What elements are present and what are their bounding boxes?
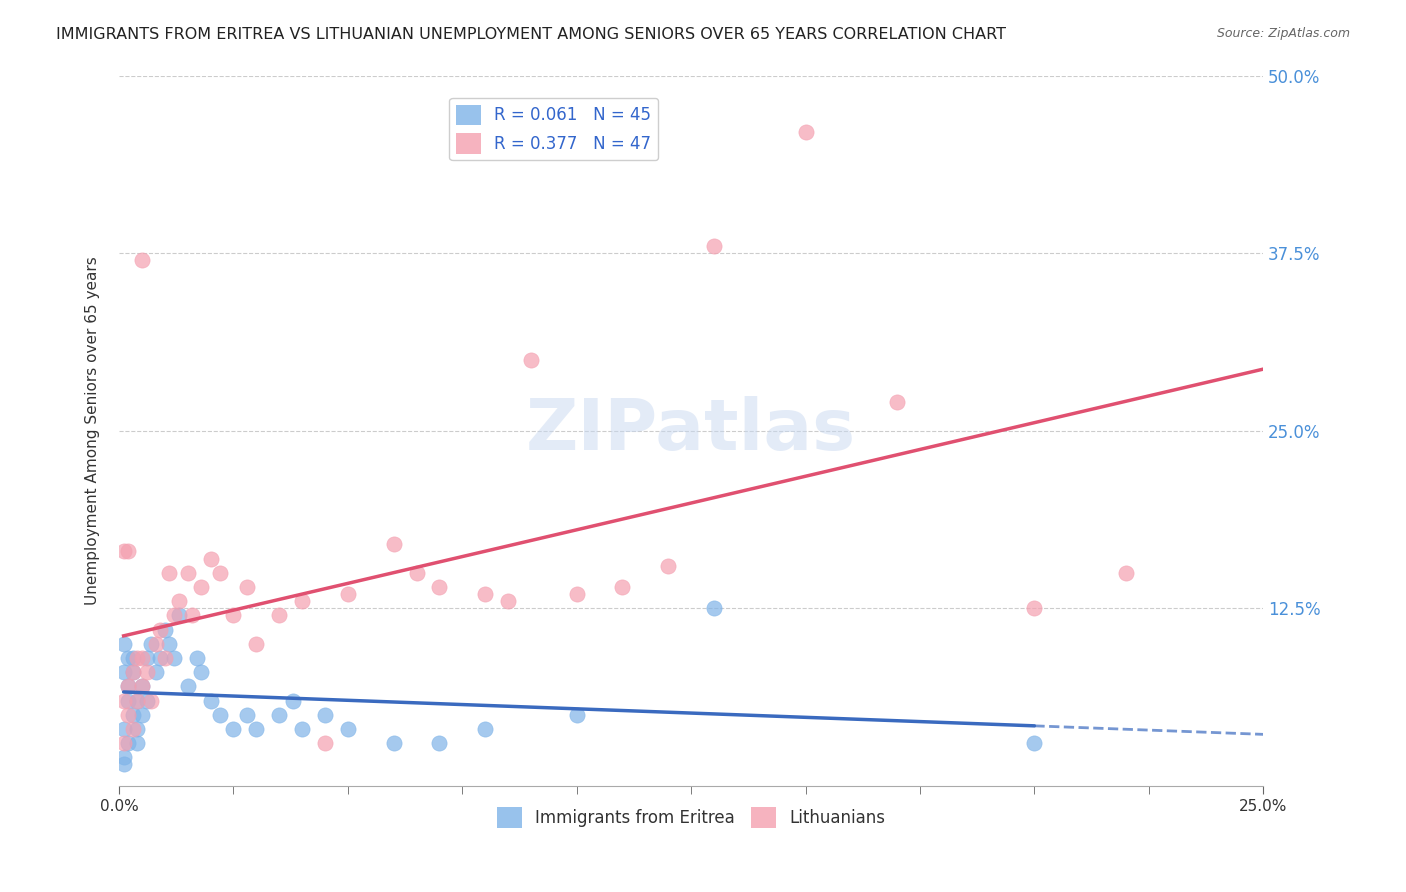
Point: [520, 352, 543, 367]
Point: [181, 608, 204, 623]
Point: [163, 608, 186, 623]
Legend: Immigrants from Eritrea, Lithuanians: Immigrants from Eritrea, Lithuanians: [489, 801, 893, 834]
Point: [131, 679, 153, 693]
Point: [382, 537, 405, 551]
Point: [565, 707, 588, 722]
Point: [657, 558, 679, 573]
Point: [153, 623, 176, 637]
Point: [1024, 601, 1046, 615]
Point: [127, 693, 149, 707]
Point: [131, 707, 153, 722]
Point: [157, 566, 180, 580]
Point: [112, 722, 135, 736]
Point: [121, 707, 143, 722]
Point: [127, 722, 149, 736]
Point: [222, 608, 245, 623]
Point: [176, 679, 198, 693]
Point: [190, 665, 212, 680]
Point: [117, 736, 139, 750]
Point: [405, 566, 427, 580]
Point: [135, 665, 157, 680]
Point: [117, 693, 139, 707]
Point: [336, 722, 359, 736]
Point: [127, 651, 149, 665]
Point: [200, 551, 222, 566]
Point: [703, 601, 725, 615]
Point: [269, 707, 291, 722]
Point: [474, 587, 496, 601]
Point: [121, 665, 143, 680]
Point: [121, 665, 143, 680]
Point: [429, 736, 451, 750]
Point: [112, 750, 135, 764]
Text: Source: ZipAtlas.com: Source: ZipAtlas.com: [1216, 27, 1350, 40]
Point: [496, 594, 519, 608]
Point: [127, 736, 149, 750]
Point: [886, 395, 908, 409]
Point: [145, 665, 167, 680]
Point: [236, 707, 259, 722]
Point: [149, 623, 172, 637]
Point: [139, 637, 162, 651]
Point: [112, 736, 135, 750]
Point: [135, 693, 157, 707]
Point: [200, 693, 222, 707]
Point: [117, 651, 139, 665]
Point: [145, 637, 167, 651]
Point: [139, 693, 162, 707]
Point: [474, 722, 496, 736]
Point: [112, 637, 135, 651]
Point: [167, 594, 190, 608]
Point: [612, 580, 634, 594]
Point: [153, 651, 176, 665]
Point: [117, 707, 139, 722]
Point: [429, 580, 451, 594]
Point: [208, 566, 231, 580]
Point: [281, 693, 304, 707]
Point: [703, 239, 725, 253]
Point: [131, 679, 153, 693]
Point: [565, 587, 588, 601]
Point: [382, 736, 405, 750]
Point: [186, 651, 208, 665]
Point: [121, 722, 143, 736]
Point: [167, 608, 190, 623]
Point: [117, 679, 139, 693]
Point: [176, 566, 198, 580]
Point: [794, 125, 817, 139]
Point: [314, 736, 336, 750]
Point: [112, 544, 135, 558]
Point: [291, 722, 314, 736]
Point: [117, 679, 139, 693]
Point: [112, 757, 135, 772]
Point: [112, 693, 135, 707]
Point: [117, 544, 139, 558]
Y-axis label: Unemployment Among Seniors over 65 years: Unemployment Among Seniors over 65 years: [86, 256, 100, 605]
Point: [135, 651, 157, 665]
Point: [236, 580, 259, 594]
Point: [131, 651, 153, 665]
Point: [336, 587, 359, 601]
Text: ZIPatlas: ZIPatlas: [526, 396, 856, 465]
Point: [314, 707, 336, 722]
Point: [112, 665, 135, 680]
Point: [1115, 566, 1137, 580]
Point: [127, 693, 149, 707]
Point: [245, 722, 267, 736]
Point: [222, 722, 245, 736]
Point: [121, 651, 143, 665]
Text: IMMIGRANTS FROM ERITREA VS LITHUANIAN UNEMPLOYMENT AMONG SENIORS OVER 65 YEARS C: IMMIGRANTS FROM ERITREA VS LITHUANIAN UN…: [56, 27, 1007, 42]
Point: [291, 594, 314, 608]
Point: [149, 651, 172, 665]
Point: [190, 580, 212, 594]
Point: [245, 637, 267, 651]
Point: [1024, 736, 1046, 750]
Point: [163, 651, 186, 665]
Point: [269, 608, 291, 623]
Point: [157, 637, 180, 651]
Point: [208, 707, 231, 722]
Point: [131, 253, 153, 268]
